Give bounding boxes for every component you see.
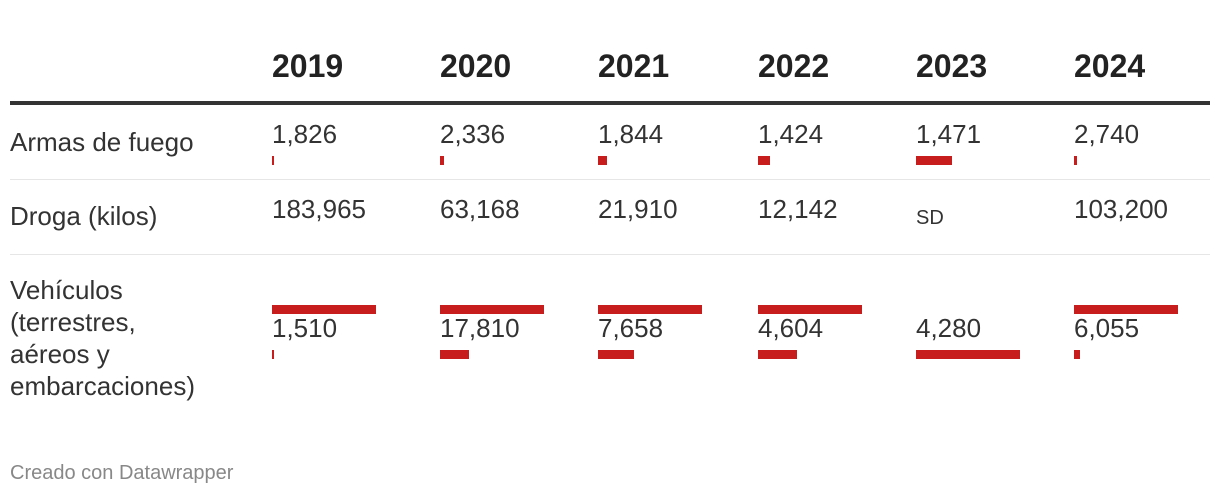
column-header-2023: 2023 [916,48,988,84]
row-label: Droga (kilos) [10,201,158,231]
column-header-2021: 2021 [598,48,670,84]
value-bar [1074,350,1080,359]
cell-value: 2,740 [1074,119,1140,149]
column-header-2024: 2024 [1074,48,1146,84]
value-bar [272,350,274,359]
value-bar [598,350,634,359]
value-bar [272,156,274,165]
row-label: Vehículos (terrestres, aéreos y embarcac… [10,275,195,401]
value-bar [916,350,1020,359]
cell-value: 12,142 [758,194,838,224]
column-header-2020: 2020 [440,48,512,84]
value-bar [598,156,607,165]
data-table: 2019 2020 2021 2022 2023 2024 Armas de fuego 1… [10,0,1210,401]
cell-value: 1,424 [758,119,824,149]
cell-value: 1,844 [598,119,664,149]
value-bar [758,350,797,359]
cell-value: 1,471 [916,119,982,149]
value-bar [440,350,469,359]
row-label: Armas de fuego [10,127,194,157]
cell-value: 6,055 [1074,313,1140,343]
value-bar [440,156,444,165]
cell-value: SD [916,207,944,229]
table-header: 2019 2020 2021 2022 2023 2024 [10,0,1210,102]
value-bar [758,156,770,165]
value-bar [1074,156,1077,165]
cell-value: 7,658 [598,313,664,343]
value-bar [272,305,376,314]
cell-value: 1,826 [272,119,338,149]
cell-value: 4,280 [916,313,982,343]
cell-value: 103,200 [1074,194,1168,224]
cell-value: 2,336 [440,119,506,149]
value-bar [1074,305,1178,314]
table-row: Armas de fuego 1,826 2,336 1,844 1,424 1,471 2… [10,105,1210,180]
cell-value: 17,810 [440,313,520,343]
column-header-2022: 2022 [758,48,830,84]
table-row: Droga (kilos) 183,965 63,168 21,910 12,142 SD… [10,180,1210,314]
value-bar [440,305,544,314]
header-rule [10,101,1210,105]
cell-value: 21,910 [598,194,678,224]
cell-value: 183,965 [272,194,366,224]
value-bar [758,305,862,314]
cell-value: 63,168 [440,194,520,224]
credit-footer: Creado con Datawrapper [10,462,234,484]
value-bar [598,305,702,314]
cell-value: 4,604 [758,313,824,343]
cell-value: 1,510 [272,313,338,343]
column-header-2019: 2019 [272,48,344,84]
table-row: Vehículos (terrestres, aéreos y embarcac… [10,254,1210,424]
value-bar [916,156,952,165]
